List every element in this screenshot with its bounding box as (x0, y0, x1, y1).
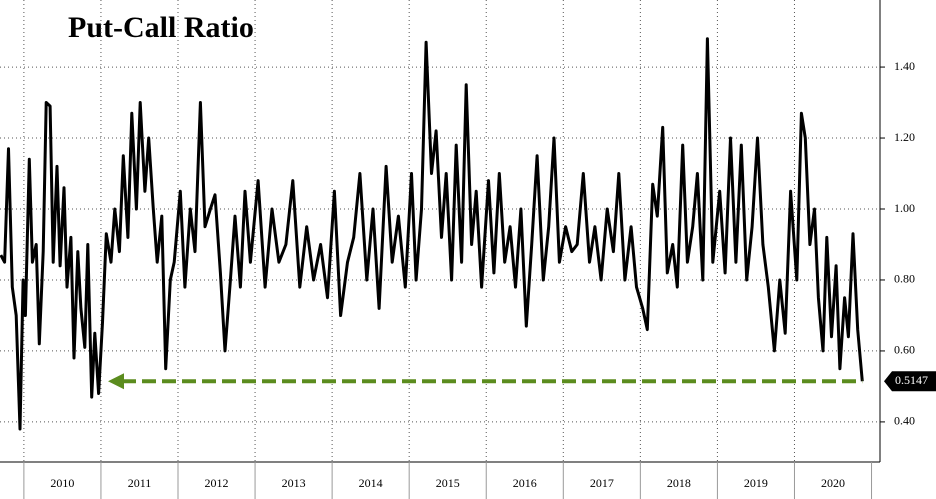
data-line (0, 37, 864, 431)
x-tick-label: 2010 (50, 476, 74, 490)
y-tick-label: 1.20 (894, 130, 915, 144)
x-tick-label: 2012 (205, 476, 229, 490)
x-tick-label: 2015 (436, 476, 460, 490)
x-tick-label: 2017 (590, 476, 614, 490)
last-value-box (884, 371, 936, 392)
x-tick-label: 2019 (744, 476, 768, 490)
y-tick-label: 0.60 (894, 343, 915, 357)
arrow-head (108, 373, 124, 390)
y-tick-label: 1.00 (894, 201, 915, 215)
x-tick-label: 2020 (821, 476, 845, 490)
x-tick-label: 2011 (128, 476, 152, 490)
y-tick-label: 1.40 (894, 59, 915, 73)
y-tick-label: 0.40 (894, 414, 915, 428)
x-tick-label: 2013 (282, 476, 306, 490)
x-tick-label: 2018 (667, 476, 691, 490)
x-tick-label: 2014 (359, 476, 383, 490)
last-value-label: 0.5147 (895, 373, 928, 387)
chart-title: Put-Call Ratio (68, 11, 254, 44)
y-tick-label: 0.80 (894, 272, 915, 286)
x-tick-label: 2016 (513, 476, 537, 490)
